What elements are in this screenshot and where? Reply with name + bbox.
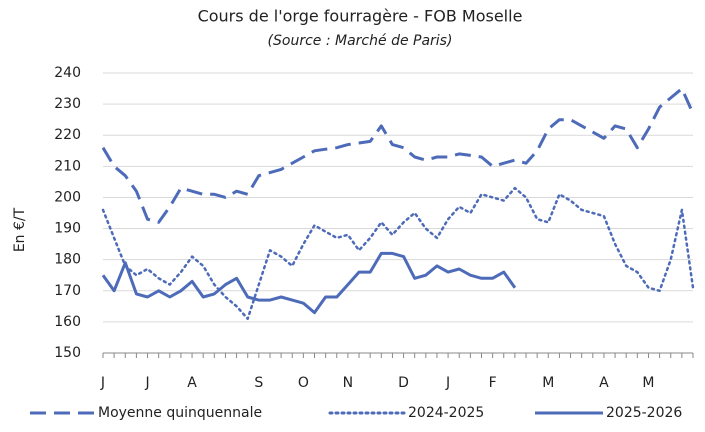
y-tick-label: 240	[54, 65, 81, 81]
x-tick-label: S	[254, 375, 263, 391]
series-line	[101, 251, 517, 315]
y-tick-label: 160	[54, 314, 81, 330]
chart-title: Cours de l'orge fourragère - FOB Moselle	[198, 7, 523, 26]
x-tick-label: A	[599, 375, 609, 391]
legend-label: 2024-2025	[408, 405, 484, 421]
y-tick-label: 150	[54, 345, 81, 361]
series-line	[101, 186, 695, 321]
y-tick-label: 220	[54, 127, 81, 143]
legend-label: Moyenne quinquennale	[98, 405, 262, 421]
y-axis-label: En €/T	[12, 207, 28, 252]
x-tick-label: M	[542, 375, 554, 391]
y-tick-label: 180	[54, 252, 81, 268]
x-tick-label: A	[187, 375, 197, 391]
x-tick-label: N	[343, 375, 353, 391]
y-tick-label: 210	[54, 158, 81, 174]
x-tick-label: J	[445, 375, 450, 391]
x-tick-label: D	[398, 375, 409, 391]
series-line	[101, 87, 695, 224]
chart-subtitle: (Source : Marché de Paris)	[268, 33, 453, 49]
x-tick-label: J	[100, 375, 105, 391]
y-tick-label: 190	[54, 221, 81, 237]
y-tick-label: 230	[54, 96, 81, 112]
x-tick-label: O	[298, 375, 309, 391]
y-tick-label: 200	[54, 189, 81, 205]
legend-label: 2025-2026	[606, 405, 682, 421]
x-tick-label: J	[144, 375, 149, 391]
x-tick-label: F	[489, 375, 497, 391]
x-tick-label: M	[642, 375, 654, 391]
y-tick-label: 170	[54, 283, 81, 299]
